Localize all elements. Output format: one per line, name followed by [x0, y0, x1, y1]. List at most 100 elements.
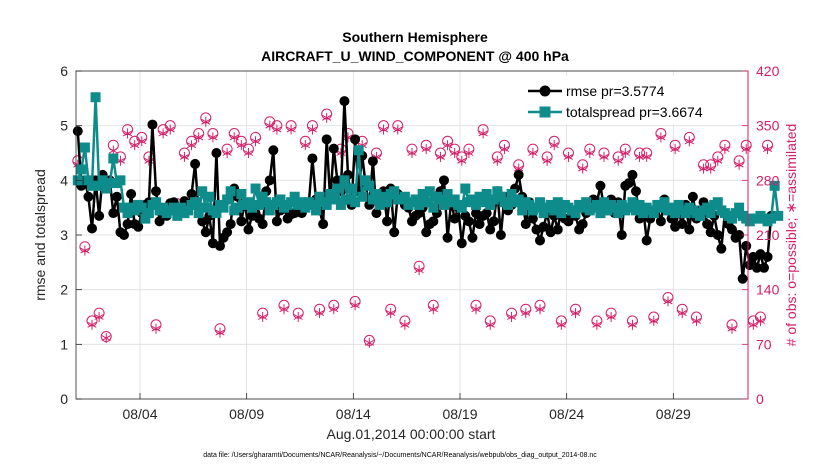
obs-assimilated-point: [450, 148, 460, 158]
y2-tick-label: 140: [756, 282, 780, 298]
totalspread-point: [275, 194, 286, 205]
obs-assimilated-point: [528, 148, 538, 158]
totalspread-point: [517, 205, 528, 216]
totalspread-point: [119, 202, 129, 213]
totalspread-point: [769, 180, 780, 191]
legend-label-totalspread: totalspread pr=3.6674: [566, 104, 703, 120]
rmse-point: [87, 223, 97, 234]
totalspread-point: [158, 202, 169, 213]
asterisk-stroke: [407, 150, 417, 156]
asterisk-stroke: [514, 165, 524, 172]
asterisk-stroke: [279, 306, 289, 313]
totalspread-point: [382, 197, 393, 208]
obs-assimilated-point: [570, 308, 581, 319]
rmse-point: [318, 219, 329, 230]
totalspread-point: [87, 180, 97, 191]
totalspread-point: [481, 189, 492, 199]
rmse-point: [190, 158, 201, 169]
asterisk-stroke: [535, 306, 545, 313]
rmse-point: [488, 216, 499, 227]
totalspread-point: [335, 199, 346, 210]
totalspread-point: [172, 210, 183, 221]
rmse-point: [328, 143, 339, 154]
rmse-point: [389, 227, 400, 238]
obs-assimilated-point: [421, 144, 431, 155]
totalspread-point: [168, 202, 179, 213]
obs-assimilated-point: [186, 140, 197, 151]
asterisk-stroke: [158, 130, 168, 137]
rmse-point: [627, 169, 638, 180]
totalspread-point: [492, 186, 503, 197]
asterisk-stroke: [80, 247, 90, 254]
rmse-point: [762, 251, 773, 262]
totalspread-point: [94, 180, 105, 191]
totalspread-point: [414, 199, 425, 210]
asterisk-stroke: [350, 302, 360, 309]
totalspread-point: [535, 197, 545, 208]
obs-assimilated-point: [620, 148, 630, 158]
obs-assimilated-point: [407, 148, 417, 158]
asterisk-stroke: [755, 317, 766, 324]
totalspread-point: [666, 202, 677, 213]
totalspread-point: [151, 197, 161, 208]
rmse-point: [463, 216, 474, 227]
obs-assimilated-point: [400, 319, 410, 330]
rmse-point: [552, 224, 563, 235]
totalspread-point: [673, 199, 684, 210]
totalspread-point: [439, 199, 449, 210]
obs-assimilated-point: [606, 312, 616, 322]
totalspread-point: [766, 213, 777, 224]
asterisk-stroke: [684, 138, 694, 145]
totalspread-point: [357, 191, 368, 202]
legend: rmse pr=3.5774 totalspread pr=3.6674: [522, 76, 746, 124]
totalspread-point: [712, 197, 723, 208]
asterisk-stroke: [592, 321, 602, 328]
obs-assimilated-point: [464, 148, 474, 158]
obs-assimilated-point: [314, 308, 325, 319]
totalspread-point: [140, 213, 151, 224]
totalspread-point: [200, 202, 211, 213]
rmse-point: [72, 126, 83, 137]
x-tick-label: 08/04: [122, 406, 157, 422]
rmse-point: [467, 232, 478, 243]
asterisk-stroke: [378, 126, 389, 133]
legend-marker-totalspread: [539, 106, 551, 118]
obs-assimilated-point: [627, 319, 638, 330]
totalspread-point: [727, 213, 737, 224]
rmse-point: [264, 175, 275, 186]
obs-assimilated-point: [670, 144, 680, 155]
totalspread-point: [734, 202, 745, 213]
obs-assimilated-point: [201, 116, 211, 127]
y2-tick-label: 420: [756, 63, 780, 79]
rmse-point: [307, 153, 318, 164]
totalspread-point: [773, 210, 784, 221]
totalspread-point: [236, 189, 247, 199]
obs-assimilated-point: [656, 132, 666, 143]
x-axis-label: Aug.01,2014 00:00:00 start: [327, 426, 496, 442]
rmse-point: [623, 178, 634, 189]
asterisk-stroke: [741, 146, 751, 153]
asterisk-stroke: [748, 321, 758, 328]
chart-title: Southern Hemisphere: [342, 29, 488, 45]
totalspread-point: [108, 153, 119, 164]
rmse-point: [197, 216, 208, 227]
asterisk-stroke: [371, 153, 382, 160]
obs-assimilated-point: [691, 315, 702, 326]
totalspread-point: [247, 202, 257, 213]
x-tick-label: 08/29: [656, 406, 691, 422]
y-axis-label: rmse and totalspread: [32, 169, 48, 301]
totalspread-point: [143, 208, 154, 219]
rmse-point: [538, 221, 549, 232]
obs-assimilated-point: [272, 124, 282, 135]
asterisk-stroke: [322, 114, 332, 121]
series-layer: [72, 92, 784, 348]
asterisk-stroke: [201, 118, 211, 125]
obs-assimilated-point: [592, 319, 602, 330]
rmse-point: [186, 189, 197, 199]
totalspread-point: [549, 205, 560, 216]
obs-assimilated-point: [706, 163, 716, 174]
obs-assimilated-point: [698, 163, 709, 174]
totalspread-point: [360, 175, 371, 186]
asterisk-stroke: [528, 150, 538, 156]
rmse-point: [421, 227, 432, 238]
